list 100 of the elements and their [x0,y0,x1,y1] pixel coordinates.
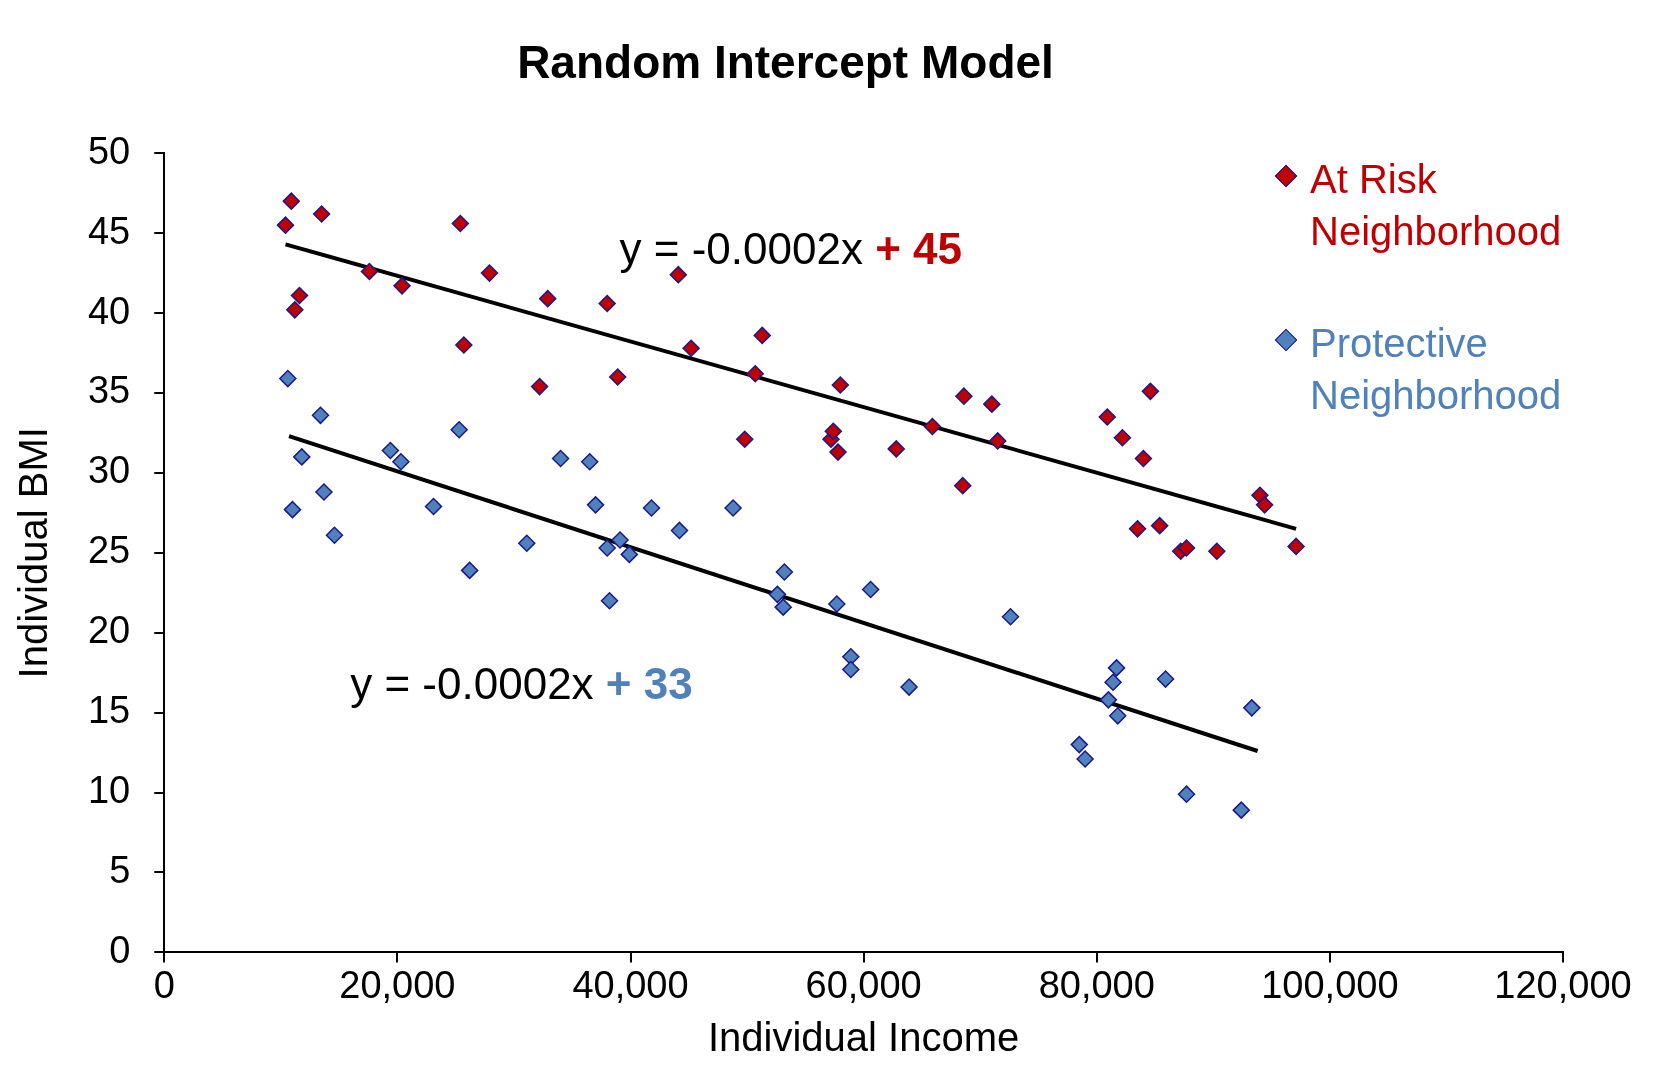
x-tick-label: 0 [153,963,175,1006]
point [293,448,311,466]
point [1208,542,1226,560]
x-tick-label: 40,000 [572,963,689,1006]
point [746,365,764,383]
point [774,598,792,616]
annotation: y = -0.0002x + 33 [350,658,693,708]
point [283,500,302,519]
point [955,387,973,405]
point [1098,408,1116,426]
point [1107,659,1126,677]
point [539,289,557,308]
point [753,326,771,345]
point [1134,449,1153,468]
point [451,214,470,233]
point [1177,785,1196,803]
y-axis-title: Individual BMI [11,427,56,679]
point [887,440,906,458]
point [842,660,860,679]
point [611,531,629,549]
point [983,395,1001,413]
point [450,420,468,439]
point [861,580,880,599]
point [988,432,1007,450]
point [1001,607,1020,626]
point [1113,428,1132,447]
point [1108,707,1127,725]
y-tick-label: 35 [87,369,131,412]
point [424,497,443,516]
chart-title: Random Intercept Model [517,36,1054,89]
point [480,264,499,282]
point [551,449,570,468]
legend-label: Protective Neighborhood [1310,320,1563,419]
point [1287,537,1305,556]
point [315,483,333,501]
point [953,476,972,495]
y-tick-label: 25 [87,529,131,572]
point [829,443,847,461]
point [642,499,661,517]
point [282,192,301,210]
point [824,422,843,441]
point [768,585,787,604]
point [1076,750,1094,768]
y-tick-label: 20 [87,609,131,652]
point [682,339,700,357]
point [1104,673,1122,692]
point [670,521,689,540]
point [828,595,846,613]
point [923,417,942,436]
y-tick-label: 15 [87,689,131,732]
x-tick-label: 120,000 [1494,963,1632,1006]
point [286,301,304,319]
point [1150,516,1169,535]
point [325,526,344,544]
y-tick-label: 40 [87,289,131,332]
point [775,563,794,581]
point [831,376,850,394]
point [530,377,549,396]
point [392,452,410,471]
point [598,539,616,557]
x-tick-label: 60,000 [805,963,922,1006]
point [1141,382,1160,401]
point [311,406,330,425]
y-tick-label: 45 [87,209,131,252]
point [600,592,619,610]
point [312,205,331,223]
point [455,336,473,354]
point [724,499,742,517]
point [586,496,605,514]
y-tick-label: 10 [87,769,131,812]
point [1177,539,1196,557]
legend-label: At Risk Neighborhood [1310,156,1563,255]
point [276,216,295,234]
point [735,430,754,449]
point [608,368,627,386]
point [1070,735,1089,754]
point [381,441,400,460]
point [393,277,411,295]
y-tick-label: 30 [87,449,131,492]
point [900,678,918,696]
point [279,369,297,388]
point [1255,496,1274,514]
point [360,262,379,281]
point [1232,801,1251,819]
point [290,286,309,305]
point [1156,670,1175,688]
point [669,265,688,284]
y-tick-label: 0 [109,928,131,971]
x-tick-label: 100,000 [1261,963,1399,1006]
x-tick-label: 20,000 [339,963,456,1006]
point [518,534,536,552]
point [1099,691,1118,709]
point [598,294,616,313]
x-axis-title: Individual Income [707,1015,1020,1060]
y-tick-label: 5 [109,848,131,891]
point [1128,520,1147,538]
y-tick-label: 50 [87,129,131,172]
point [580,452,599,471]
annotation: y = -0.0002x + 45 [619,223,963,273]
point [460,561,479,580]
